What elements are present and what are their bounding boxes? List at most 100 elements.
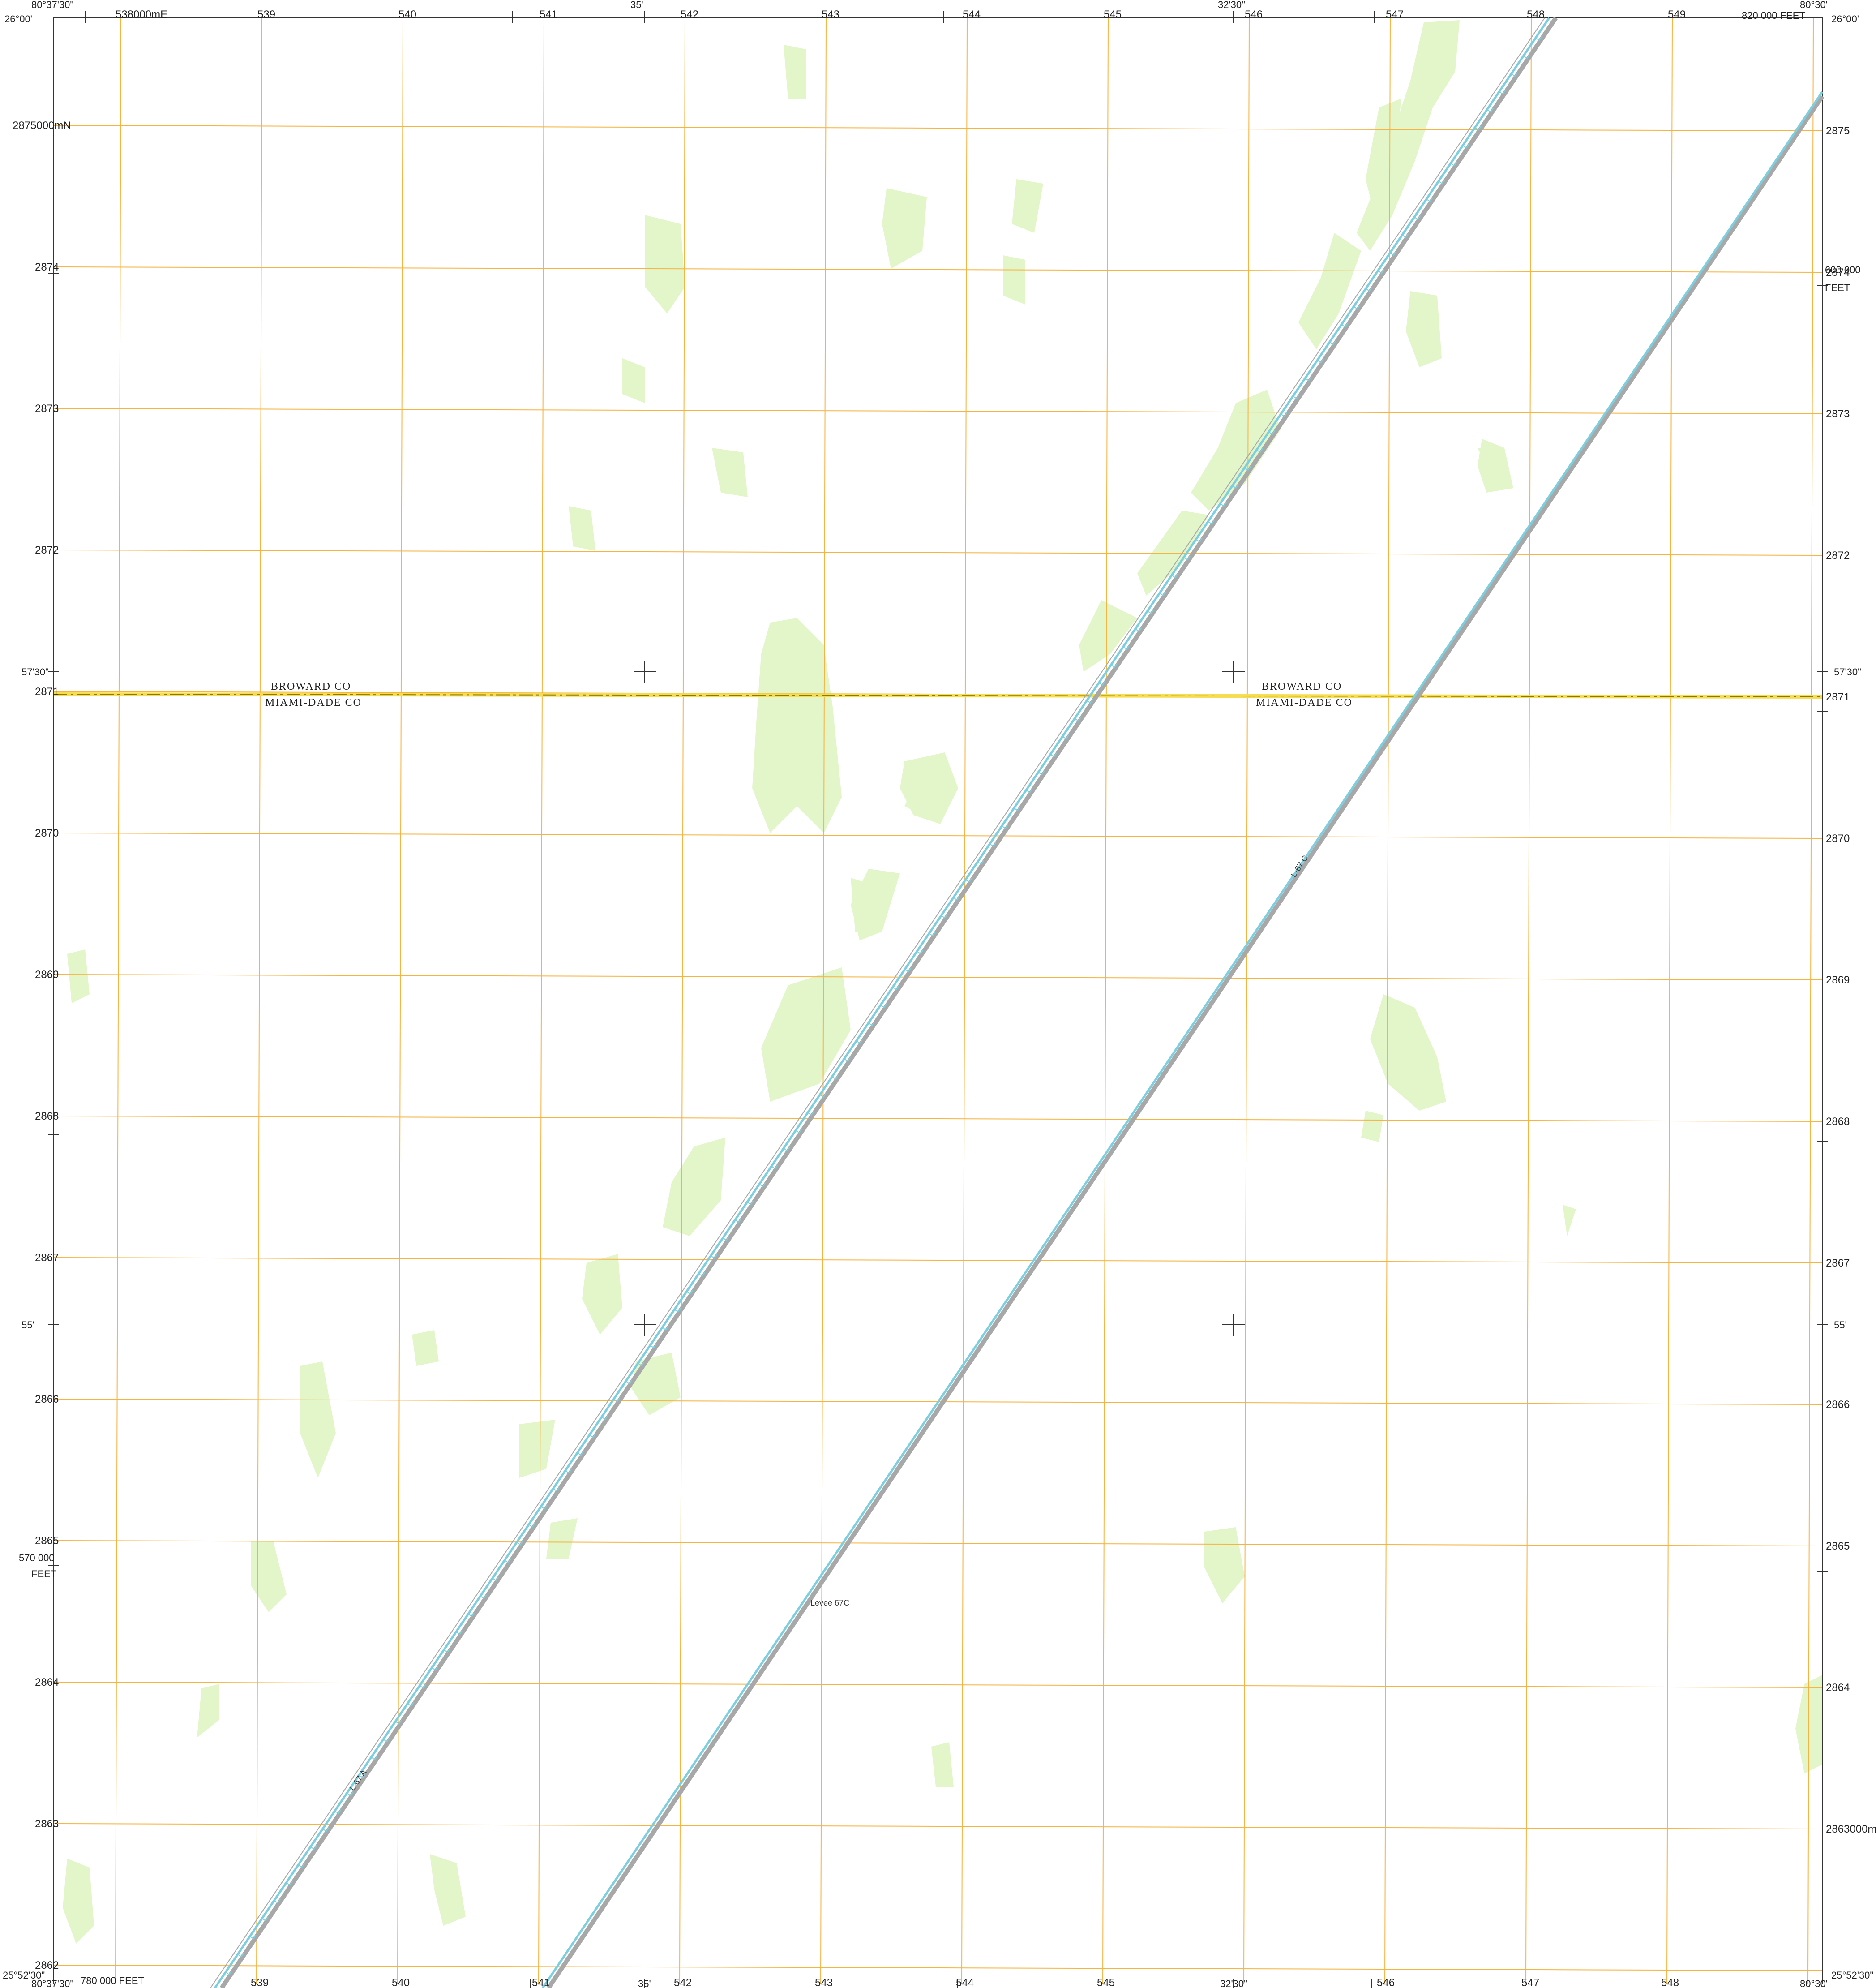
spoil-mark: [917, 949, 924, 955]
spoil-mark: [1439, 180, 1445, 185]
grid-easting-547: [1384, 17, 1391, 1984]
spoil-mark: [335, 1809, 342, 1814]
vegetation-patch: [851, 878, 878, 932]
easting-label: 545: [1097, 1977, 1115, 1988]
spoil-mark: [238, 1953, 244, 1958]
spoil-mark: [1354, 305, 1360, 310]
spoil-mark: [1305, 377, 1312, 382]
left-feet-label-2: FEET: [31, 1568, 56, 1580]
spoil-mark: [299, 1863, 305, 1868]
northing-label: 2874: [1826, 266, 1850, 279]
easting-label: 542: [674, 1977, 692, 1988]
grid-northing-2862: [53, 1965, 1823, 1971]
easting-label: 546: [1245, 9, 1263, 21]
spoil-mark: [699, 1272, 705, 1277]
spoil-mark: [1221, 502, 1227, 507]
northing-label: 2865: [1826, 1540, 1850, 1552]
vegetation-patch: [1003, 255, 1025, 305]
grid-northing-2869: [53, 974, 1823, 980]
spoil-mark: [869, 1021, 875, 1026]
vegetation-patch: [931, 1742, 954, 1787]
spoil-mark: [1524, 54, 1530, 59]
easting-label: 541: [532, 1977, 550, 1988]
easting-labels-top: 538000mE 539 540 541 542 543 544 545 546…: [116, 9, 1686, 21]
easting-label: 547: [1386, 9, 1404, 21]
corner-top-left-lat: 26°00': [4, 13, 32, 25]
northing-label: 2869: [1826, 974, 1850, 986]
vegetation-patch: [197, 1684, 219, 1738]
spoil-mark: [1026, 788, 1033, 794]
northing-labels-left: 2875000mN 2874 2873 2872 2871 2870 2869 …: [13, 120, 71, 1971]
northing-label: 2865: [35, 1535, 59, 1547]
grid-easting-541: [538, 17, 544, 1984]
northing-label: 2864: [35, 1676, 59, 1688]
spoil-mark: [1087, 699, 1093, 704]
spoil-mark: [480, 1594, 487, 1599]
spoil-mark: [954, 896, 960, 901]
spoil-mark: [565, 1469, 572, 1474]
northing-label: 2872: [35, 544, 59, 556]
left-feet-label-1: 570 000: [19, 1552, 55, 1563]
easting-label: 539: [251, 1977, 269, 1988]
vegetation-patch: [1204, 1527, 1245, 1603]
spoil-mark: [1050, 752, 1057, 758]
vegetation-patch: [412, 1330, 439, 1366]
spoil-mark: [893, 985, 899, 990]
spoil-mark: [1245, 466, 1251, 471]
spoil-mark: [1257, 448, 1264, 453]
spoil-mark: [1475, 126, 1482, 131]
northing-label: 2875000mN: [13, 120, 71, 132]
canal-l67a-spoil-marks: [226, 36, 1542, 1975]
grid-easting-539: [256, 17, 262, 1984]
spoil-mark: [1208, 520, 1215, 525]
grid-easting-545: [1102, 17, 1109, 1984]
vegetation-patch: [1012, 179, 1043, 233]
vegetation-patch: [663, 1138, 725, 1236]
easting-label: 541: [540, 9, 557, 21]
grid-easting-548: [1525, 17, 1532, 1984]
vegetation-patch: [519, 1420, 555, 1478]
spoil-mark: [857, 1039, 863, 1044]
spoil-mark: [1063, 734, 1069, 740]
easting-label: 544: [963, 9, 981, 21]
easting-label: 539: [257, 9, 275, 21]
grid-northing-2864: [53, 1682, 1823, 1688]
northing-label: 2870: [35, 827, 59, 839]
map-neatline: [53, 17, 1823, 1984]
grid-easting-543: [820, 17, 827, 1984]
spoil-mark: [663, 1326, 669, 1331]
easting-label: 540: [392, 1977, 410, 1988]
corner-top-right-lat: 26°00': [1831, 13, 1859, 25]
easting-label: 549: [1668, 9, 1686, 21]
vegetation-patch: [1366, 99, 1401, 215]
grid-easting-544: [961, 17, 968, 1984]
spoil-mark: [250, 1935, 257, 1940]
vegetation-patch: [1298, 233, 1361, 349]
spoil-mark: [1487, 108, 1494, 113]
easting-label: 542: [681, 9, 698, 21]
grid-northing-2867: [53, 1257, 1823, 1263]
vegetation-patch: [300, 1361, 336, 1478]
spoil-mark: [1014, 806, 1021, 812]
spoil-mark: [420, 1684, 426, 1689]
left-mid-lat-2: 55': [21, 1319, 34, 1331]
spoil-mark: [626, 1379, 633, 1384]
northing-label: 2872: [1826, 550, 1850, 562]
spoil-mark: [929, 932, 936, 937]
spoil-mark: [1414, 215, 1421, 220]
bottom-feet-label: 780 000 FEET: [81, 1975, 144, 1986]
spoil-mark: [396, 1720, 402, 1725]
vegetation-patch: [546, 1518, 578, 1559]
levee-label-67c: Levee 67C: [810, 1598, 849, 1607]
utm-grid: [53, 17, 1823, 1984]
spoil-mark: [226, 1971, 232, 1975]
right-mid-lat-1: 57'30": [1834, 666, 1861, 678]
vegetation-patch: [1370, 994, 1446, 1111]
northing-label: 2873: [35, 403, 59, 415]
vegetation-patch: [900, 752, 958, 824]
bottom-mid-lon-1: 35': [638, 1978, 651, 1988]
northing-label: 2866: [1826, 1399, 1850, 1411]
vegetation-patch: [1361, 1111, 1383, 1142]
spoil-mark: [323, 1827, 330, 1832]
spoil-mark: [1317, 359, 1324, 364]
